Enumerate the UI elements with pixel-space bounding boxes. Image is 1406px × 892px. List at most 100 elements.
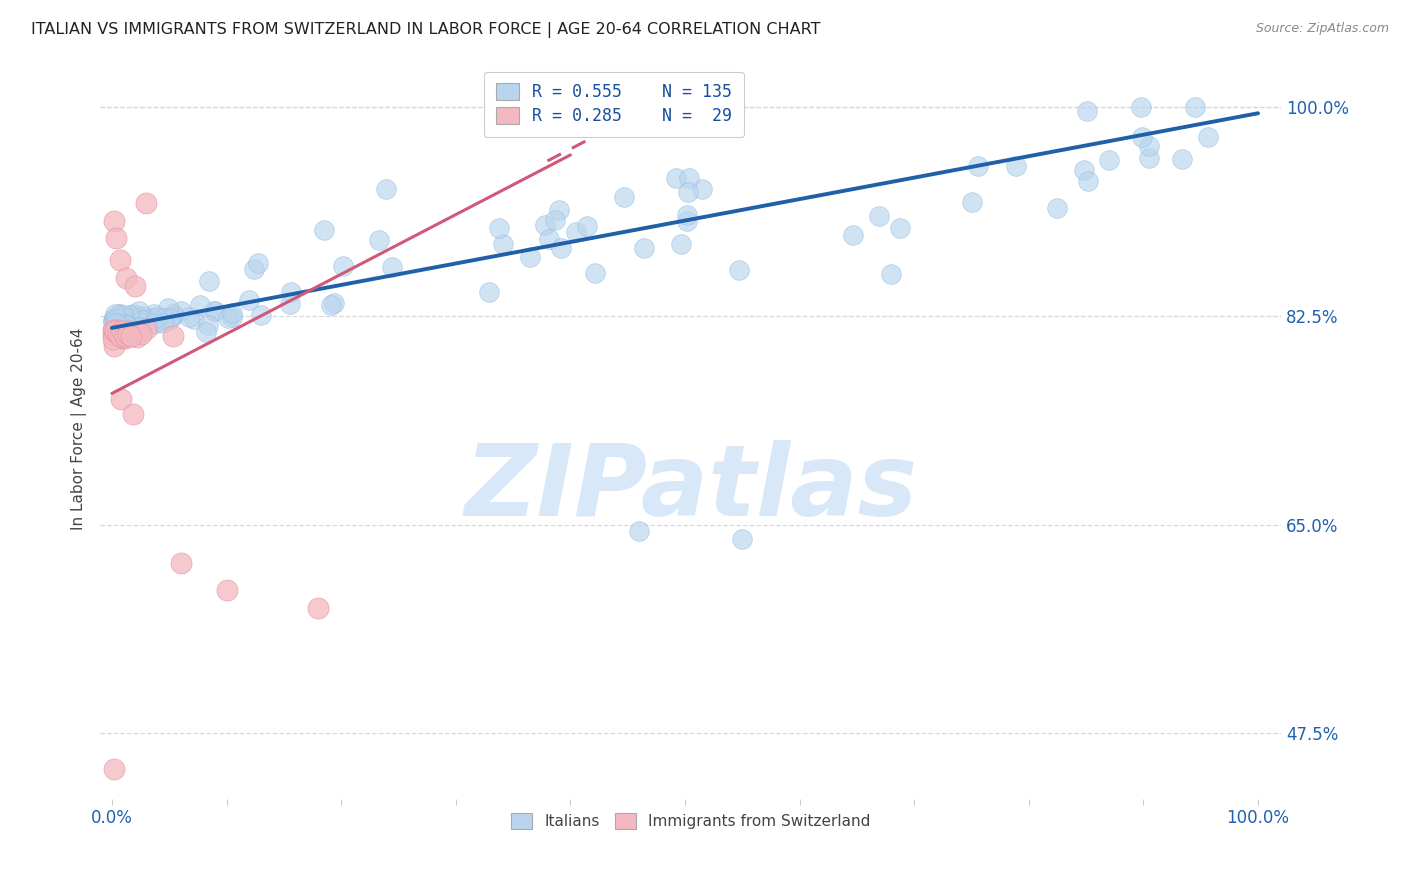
Point: [565, 225, 588, 239]
Point: [278, 297, 301, 311]
Point: [129, 326, 152, 341]
Point: [135, 322, 157, 336]
Point: [633, 241, 655, 255]
Point: [103, 307, 125, 321]
Point: [613, 190, 636, 204]
Point: [105, 311, 128, 326]
Point: [104, 325, 127, 339]
Point: [1130, 100, 1153, 114]
Point: [105, 316, 128, 330]
Point: [103, 313, 125, 327]
Point: [967, 159, 990, 173]
Point: [101, 332, 124, 346]
Point: [108, 307, 131, 321]
Point: [107, 323, 129, 337]
Point: [188, 298, 211, 312]
Point: [121, 312, 143, 326]
Point: [127, 310, 149, 324]
Point: [314, 222, 336, 236]
Point: [538, 232, 561, 246]
Point: [889, 221, 911, 235]
Point: [183, 311, 205, 326]
Point: [221, 310, 243, 325]
Point: [108, 317, 131, 331]
Point: [115, 318, 138, 332]
Point: [628, 524, 651, 538]
Point: [110, 392, 132, 407]
Point: [104, 316, 127, 330]
Point: [135, 195, 157, 210]
Point: [215, 583, 238, 598]
Point: [1184, 100, 1206, 114]
Point: [671, 237, 693, 252]
Point: [111, 316, 134, 330]
Point: [321, 298, 343, 312]
Point: [1171, 152, 1194, 166]
Point: [152, 311, 174, 326]
Point: [488, 221, 510, 235]
Point: [197, 274, 219, 288]
Point: [146, 310, 169, 324]
Point: [107, 320, 129, 334]
Point: [238, 293, 260, 308]
Point: [132, 312, 155, 326]
Point: [101, 313, 124, 327]
Point: [112, 315, 135, 329]
Point: [152, 316, 174, 330]
Point: [1098, 153, 1121, 167]
Point: [280, 285, 302, 300]
Point: [1197, 130, 1219, 145]
Point: [132, 315, 155, 329]
Point: [118, 309, 141, 323]
Point: [1005, 159, 1028, 173]
Point: [868, 209, 890, 223]
Point: [103, 326, 125, 340]
Point: [105, 315, 128, 329]
Point: [678, 170, 700, 185]
Point: [117, 312, 139, 326]
Point: [307, 601, 329, 615]
Point: [114, 331, 136, 345]
Point: [121, 307, 143, 321]
Point: [117, 326, 139, 341]
Point: [550, 241, 572, 255]
Point: [676, 208, 699, 222]
Point: [146, 314, 169, 328]
Point: [112, 316, 135, 330]
Point: [153, 314, 176, 328]
Point: [103, 315, 125, 329]
Point: [242, 262, 264, 277]
Point: [195, 325, 218, 339]
Point: [665, 171, 688, 186]
Point: [548, 203, 571, 218]
Point: [381, 260, 404, 274]
Point: [132, 314, 155, 328]
Point: [114, 270, 136, 285]
Text: ZIPatlas: ZIPatlas: [464, 440, 917, 537]
Point: [128, 319, 150, 334]
Point: [103, 310, 125, 325]
Point: [533, 218, 555, 232]
Point: [108, 252, 131, 267]
Point: [121, 407, 143, 421]
Point: [143, 318, 166, 332]
Point: [103, 762, 125, 776]
Point: [124, 279, 146, 293]
Point: [103, 213, 125, 227]
Point: [107, 315, 129, 329]
Point: [332, 259, 354, 273]
Point: [492, 237, 515, 252]
Point: [1076, 174, 1098, 188]
Point: [138, 317, 160, 331]
Point: [1132, 130, 1154, 145]
Point: [105, 325, 128, 339]
Point: [111, 325, 134, 339]
Point: [108, 329, 131, 343]
Point: [132, 313, 155, 327]
Point: [112, 325, 135, 339]
Point: [179, 310, 201, 325]
Point: [676, 185, 699, 199]
Point: [107, 326, 129, 341]
Point: [576, 219, 599, 233]
Point: [108, 318, 131, 333]
